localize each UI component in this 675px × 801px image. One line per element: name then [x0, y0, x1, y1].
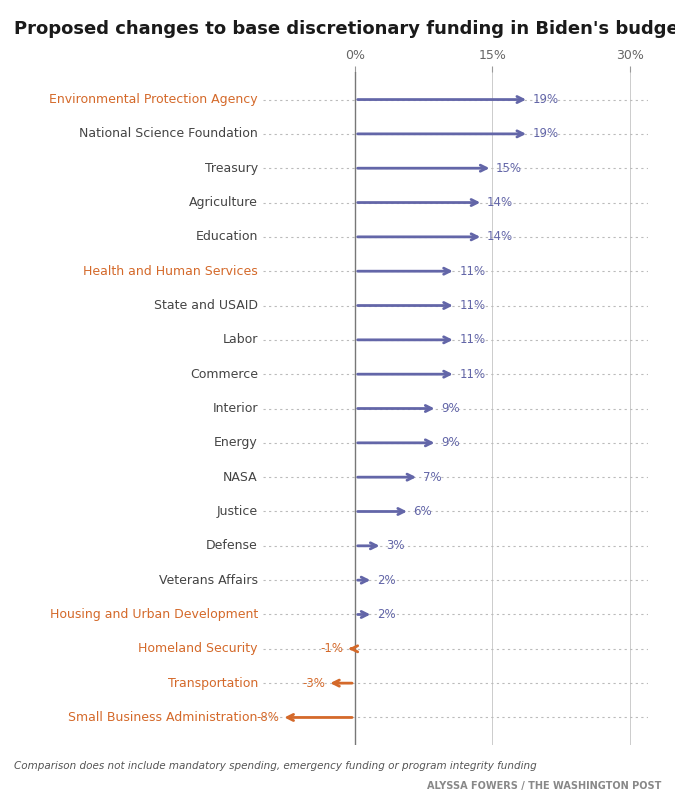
Text: 9%: 9% [441, 402, 460, 415]
Text: ALYSSA FOWERS / THE WASHINGTON POST: ALYSSA FOWERS / THE WASHINGTON POST [427, 782, 662, 791]
Text: 7%: 7% [423, 471, 441, 484]
Text: Labor: Labor [223, 333, 258, 346]
Text: Housing and Urban Development: Housing and Urban Development [49, 608, 258, 621]
Text: Health and Human Services: Health and Human Services [83, 264, 258, 278]
Text: -8%: -8% [256, 711, 279, 724]
Text: Proposed changes to base discretionary funding in Biden's budget: Proposed changes to base discretionary f… [14, 20, 675, 38]
Text: 2%: 2% [377, 574, 396, 586]
Text: Agriculture: Agriculture [189, 196, 258, 209]
Text: 11%: 11% [459, 299, 485, 312]
Text: 19%: 19% [533, 93, 559, 106]
Text: Education: Education [196, 231, 258, 244]
Text: Commerce: Commerce [190, 368, 258, 380]
Text: 9%: 9% [441, 437, 460, 449]
Text: National Science Foundation: National Science Foundation [79, 127, 258, 140]
Text: Interior: Interior [213, 402, 258, 415]
Text: 15%: 15% [496, 162, 522, 175]
Text: Energy: Energy [214, 437, 258, 449]
Text: 14%: 14% [487, 231, 513, 244]
Text: 11%: 11% [459, 264, 485, 278]
Text: 14%: 14% [487, 196, 513, 209]
Text: Defense: Defense [206, 539, 258, 553]
Text: NASA: NASA [223, 471, 258, 484]
Text: 11%: 11% [459, 333, 485, 346]
Text: -1%: -1% [321, 642, 344, 655]
Text: 11%: 11% [459, 368, 485, 380]
Text: Small Business Administration: Small Business Administration [68, 711, 258, 724]
Text: 19%: 19% [533, 127, 559, 140]
Text: 2%: 2% [377, 608, 396, 621]
Text: Comparison does not include mandatory spending, emergency funding or program int: Comparison does not include mandatory sp… [14, 761, 536, 771]
Text: Homeland Security: Homeland Security [138, 642, 258, 655]
Text: 3%: 3% [386, 539, 404, 553]
Text: Treasury: Treasury [205, 162, 258, 175]
Text: Veterans Affairs: Veterans Affairs [159, 574, 258, 586]
Text: -3%: -3% [302, 677, 325, 690]
Text: State and USAID: State and USAID [154, 299, 258, 312]
Text: 6%: 6% [414, 505, 432, 518]
Text: Environmental Protection Agency: Environmental Protection Agency [49, 93, 258, 106]
Text: Transportation: Transportation [167, 677, 258, 690]
Text: Justice: Justice [217, 505, 258, 518]
